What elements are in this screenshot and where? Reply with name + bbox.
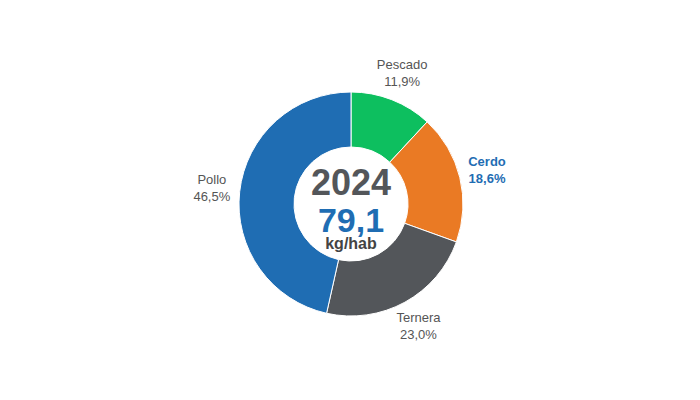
slice-label: Cerdo <box>468 154 506 169</box>
slice <box>390 122 463 242</box>
center-title: 2024 <box>311 162 391 203</box>
data-label: 11,9% <box>384 74 420 89</box>
data-label: 46,5% <box>193 189 230 204</box>
slice-label: Pollo <box>197 172 226 187</box>
center-value: 79,1 <box>318 201 384 239</box>
chart: Pescado 11,9% Cerdo 18,6% Ternera 23,0% Pollo 4… <box>0 0 700 400</box>
slice-label: Pescado <box>377 57 428 72</box>
data-label: 18,6% <box>469 171 506 186</box>
data-label: 23,0% <box>400 327 437 342</box>
center-unit: kg/hab <box>325 235 377 252</box>
slice-label: Ternera <box>396 310 441 325</box>
slices <box>239 92 463 316</box>
